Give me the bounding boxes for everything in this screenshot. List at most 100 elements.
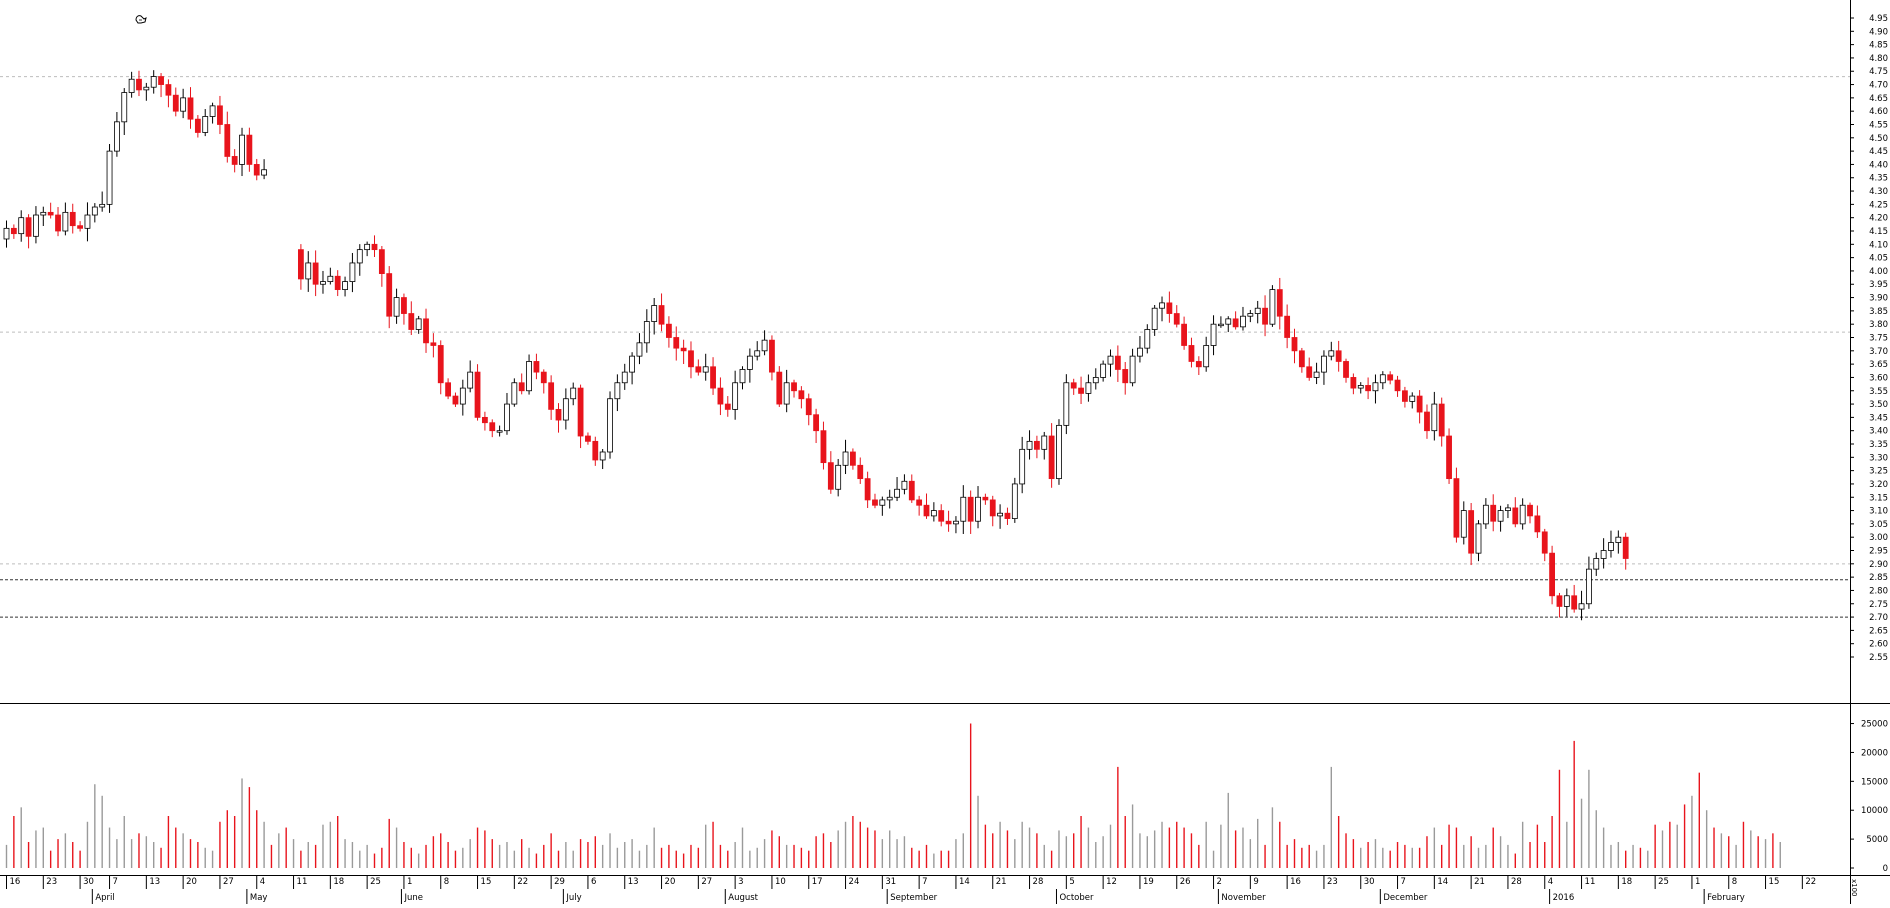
price-candle <box>1291 328 1298 364</box>
candle-body <box>3 227 10 240</box>
price-candle <box>121 88 128 135</box>
price-candle <box>540 369 547 394</box>
price-tick-label: 3.55 <box>1869 387 1888 397</box>
month-label: 2016 <box>1553 893 1575 903</box>
candle-body <box>526 361 532 392</box>
date-tick-label: 7 <box>922 877 927 887</box>
candle-body <box>570 387 577 400</box>
candle-body <box>1019 448 1026 485</box>
candle-body <box>143 86 150 91</box>
candle-body <box>666 323 672 338</box>
price-candle <box>989 495 996 527</box>
candle-body <box>1034 440 1040 450</box>
candle-body <box>1600 550 1607 559</box>
price-candle <box>401 293 407 325</box>
candle-body <box>1343 361 1349 378</box>
candle-body <box>533 361 540 373</box>
month-label: September <box>890 893 937 903</box>
price-candle <box>857 457 864 484</box>
candle-body <box>437 345 444 384</box>
candle-body <box>1188 345 1195 362</box>
date-tick-label: 1 <box>407 877 412 887</box>
price-candle <box>239 127 245 177</box>
price-tick-label: 3.75 <box>1869 334 1888 344</box>
price-candle <box>805 393 812 426</box>
price-candle <box>967 490 974 534</box>
candle-body <box>555 408 562 421</box>
candle-body <box>1586 568 1592 605</box>
price-candle <box>305 251 312 292</box>
price-candle <box>10 224 17 239</box>
price-candle <box>55 207 61 237</box>
candle-body <box>1291 337 1298 352</box>
price-tick-label: 3.40 <box>1869 427 1888 437</box>
candle-body <box>776 371 783 405</box>
price-candle <box>1195 356 1202 376</box>
price-candle <box>1416 390 1423 424</box>
price-candle <box>1254 300 1261 324</box>
candle-body <box>1048 435 1055 480</box>
candle-body <box>1490 504 1497 522</box>
candle-body <box>989 499 996 517</box>
price-candle <box>1328 341 1335 361</box>
price-candle <box>629 352 635 385</box>
price-tick-label: 4.65 <box>1869 94 1888 104</box>
price-candle <box>1571 584 1578 613</box>
candle-body <box>1218 323 1224 327</box>
candle-body <box>312 262 319 285</box>
candle-body <box>975 496 981 522</box>
price-tick-label: 4.05 <box>1869 254 1888 264</box>
price-candle <box>1615 530 1622 554</box>
candle-body <box>754 350 761 357</box>
date-tick-label: 28 <box>1511 877 1522 887</box>
candle-body <box>894 488 900 498</box>
candle-body <box>1571 595 1578 610</box>
price-candle <box>47 202 54 219</box>
price-candle <box>761 330 768 356</box>
date-tick-label: 29 <box>554 877 565 887</box>
price-candle <box>1534 505 1541 538</box>
candle-body <box>1512 507 1519 525</box>
candle-body <box>209 105 216 117</box>
candle-body <box>106 150 113 205</box>
price-candle <box>84 202 91 242</box>
price-candle <box>1387 371 1394 385</box>
candle-body <box>607 398 613 453</box>
candle-body <box>1328 350 1335 357</box>
price-candle <box>695 359 702 376</box>
price-candle <box>1048 423 1055 488</box>
candle-body <box>592 440 599 461</box>
price-candle <box>496 425 503 437</box>
price-candle <box>1313 362 1320 385</box>
candle-body <box>1107 355 1114 365</box>
candle-body <box>872 499 878 506</box>
price-candle <box>1284 304 1291 349</box>
candle-body <box>761 339 768 352</box>
price-axis: 2.55 2.60 2.65 2.70 2.75 2.80 2.85 2.90 2.95 3.00… <box>1850 14 1888 663</box>
volume-unit-label: x100 <box>1850 879 1858 897</box>
candle-body <box>1615 536 1622 543</box>
icon-outline <box>135 15 147 24</box>
candle-body <box>474 371 481 418</box>
price-candle <box>1343 358 1349 383</box>
candle-body <box>1497 510 1504 522</box>
price-candle <box>1556 592 1563 618</box>
candle-body <box>1276 289 1283 317</box>
candle-body <box>349 262 356 282</box>
candle-body <box>938 510 945 522</box>
price-candle <box>77 221 83 232</box>
price-candle <box>320 270 326 294</box>
price-candle <box>437 340 444 395</box>
date-tick-label: 11 <box>297 877 308 887</box>
price-candle <box>364 241 371 257</box>
price-candle <box>614 374 621 412</box>
date-tick-label: 22 <box>1805 877 1816 887</box>
date-tick-label: 15 <box>1769 877 1780 887</box>
candle-body <box>923 504 930 517</box>
price-tick-label: 2.90 <box>1869 560 1888 570</box>
candle-body <box>1262 307 1268 325</box>
candle-body <box>813 414 819 432</box>
date-tick-label: 21 <box>996 877 1007 887</box>
price-candle <box>886 489 893 509</box>
